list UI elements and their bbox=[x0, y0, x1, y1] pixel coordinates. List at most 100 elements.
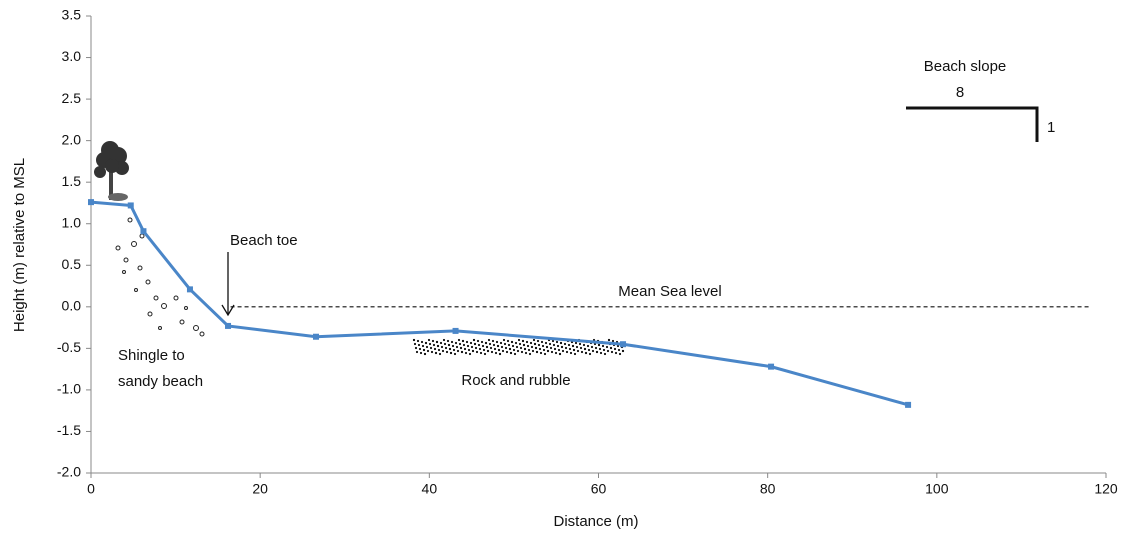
rubble-dot bbox=[493, 347, 497, 351]
rubble-dot bbox=[497, 348, 501, 352]
rubble-dot bbox=[510, 340, 514, 344]
rubble-dot bbox=[414, 346, 418, 350]
rubble-dot bbox=[451, 344, 455, 348]
rubble-dot bbox=[496, 344, 500, 348]
rubble-dot bbox=[579, 346, 583, 350]
rubble-dot bbox=[528, 352, 532, 356]
rubble-dot bbox=[416, 339, 420, 343]
point-marker bbox=[88, 199, 94, 206]
rubble-dot bbox=[425, 345, 429, 349]
rubble-dot bbox=[610, 350, 614, 354]
rubble-dot bbox=[439, 341, 443, 345]
rubble-dot bbox=[422, 348, 426, 352]
rubble-dot bbox=[598, 347, 602, 351]
y-tick-label: 2.5 bbox=[62, 90, 82, 106]
rubble-dot bbox=[575, 345, 579, 349]
rubble-dot bbox=[468, 352, 472, 356]
rubble-dot bbox=[582, 343, 586, 347]
y-tick-label: -1.5 bbox=[57, 422, 81, 438]
rubble-dot bbox=[434, 351, 438, 355]
annotation: Beach slope bbox=[924, 58, 1007, 75]
rubble-dot bbox=[567, 343, 571, 347]
rubble-dot bbox=[568, 347, 572, 351]
rubble-dot bbox=[583, 347, 587, 351]
rubble-dot bbox=[535, 350, 539, 354]
rubble-dot bbox=[487, 338, 491, 342]
rubble-dot bbox=[444, 346, 448, 350]
rubble-dot bbox=[443, 342, 447, 346]
rubble-dot bbox=[526, 344, 530, 348]
rubble-dot bbox=[475, 350, 479, 354]
rubble-dot bbox=[601, 344, 605, 348]
rubble-dot bbox=[520, 350, 524, 354]
rubble-dot bbox=[514, 341, 518, 345]
rubble-dot bbox=[519, 346, 523, 350]
rubble-dot bbox=[501, 349, 505, 353]
rubble-dot bbox=[557, 348, 561, 352]
rubble-dot bbox=[555, 340, 559, 344]
rubble-dot bbox=[534, 346, 538, 350]
rubble-dot bbox=[532, 338, 536, 342]
rubble-dot bbox=[458, 342, 462, 346]
rubble-dot bbox=[516, 349, 520, 353]
rubble-dot bbox=[618, 352, 622, 356]
x-tick-label: 80 bbox=[760, 481, 776, 497]
rubble-dot bbox=[505, 350, 509, 354]
rubble-dot bbox=[551, 339, 555, 343]
rubble-dot bbox=[430, 350, 434, 354]
rubble-dot bbox=[491, 339, 495, 343]
rubble-dot bbox=[432, 343, 436, 347]
rubble-dot bbox=[447, 343, 451, 347]
rubble-dot bbox=[484, 341, 488, 345]
rubble-dot bbox=[449, 351, 453, 355]
rubble-dot bbox=[440, 345, 444, 349]
x-tick-label: 120 bbox=[1094, 481, 1118, 497]
rubble-dot bbox=[533, 342, 537, 346]
rubble-dot bbox=[525, 340, 529, 344]
x-tick-label: 40 bbox=[422, 481, 438, 497]
rubble-dot bbox=[467, 348, 471, 352]
rubble-dot bbox=[428, 342, 432, 346]
rubble-dot bbox=[559, 341, 563, 345]
rubble-dot bbox=[515, 345, 519, 349]
rubble-dot bbox=[536, 339, 540, 343]
rubble-dot bbox=[423, 352, 427, 356]
rubble-dot bbox=[457, 338, 461, 342]
rubble-dot bbox=[609, 346, 613, 350]
rubble-dot bbox=[427, 338, 431, 342]
rubble-dot bbox=[448, 347, 452, 351]
rubble-dot bbox=[517, 338, 521, 342]
rubble-dot bbox=[563, 342, 567, 346]
rubble-dot bbox=[553, 347, 557, 351]
rubble-dot bbox=[560, 345, 564, 349]
rubble-dot bbox=[426, 349, 430, 353]
rubble-dot bbox=[462, 343, 466, 347]
rubble-dot bbox=[539, 351, 543, 355]
rubble-dot bbox=[578, 342, 582, 346]
rubble-dot bbox=[506, 339, 510, 343]
rubble-dot bbox=[616, 344, 620, 348]
rubble-dot bbox=[548, 342, 552, 346]
series-line bbox=[90, 200, 909, 407]
rubble-dot bbox=[540, 340, 544, 344]
rubble-dot bbox=[542, 348, 546, 352]
rubble-dot bbox=[591, 349, 595, 353]
rubble-dot bbox=[538, 347, 542, 351]
x-tick-label: 60 bbox=[591, 481, 607, 497]
rubble-dot bbox=[478, 347, 482, 351]
rubble-dot bbox=[512, 348, 516, 352]
tree bbox=[94, 141, 129, 201]
rubble-dot bbox=[523, 347, 527, 351]
annotation: 8 bbox=[956, 84, 964, 101]
rubble-dot bbox=[436, 344, 440, 348]
rubble-dot bbox=[584, 351, 588, 355]
rubble-dot bbox=[508, 347, 512, 351]
y-tick-label: 3.5 bbox=[62, 7, 82, 23]
rubble-dot bbox=[465, 340, 469, 344]
rubble-dot bbox=[492, 343, 496, 347]
rubble-dot bbox=[417, 343, 421, 347]
y-tick-label: 3.0 bbox=[62, 48, 82, 64]
rubble-dot bbox=[474, 346, 478, 350]
rubble-dot bbox=[527, 348, 531, 352]
rubble-dot bbox=[418, 347, 422, 351]
